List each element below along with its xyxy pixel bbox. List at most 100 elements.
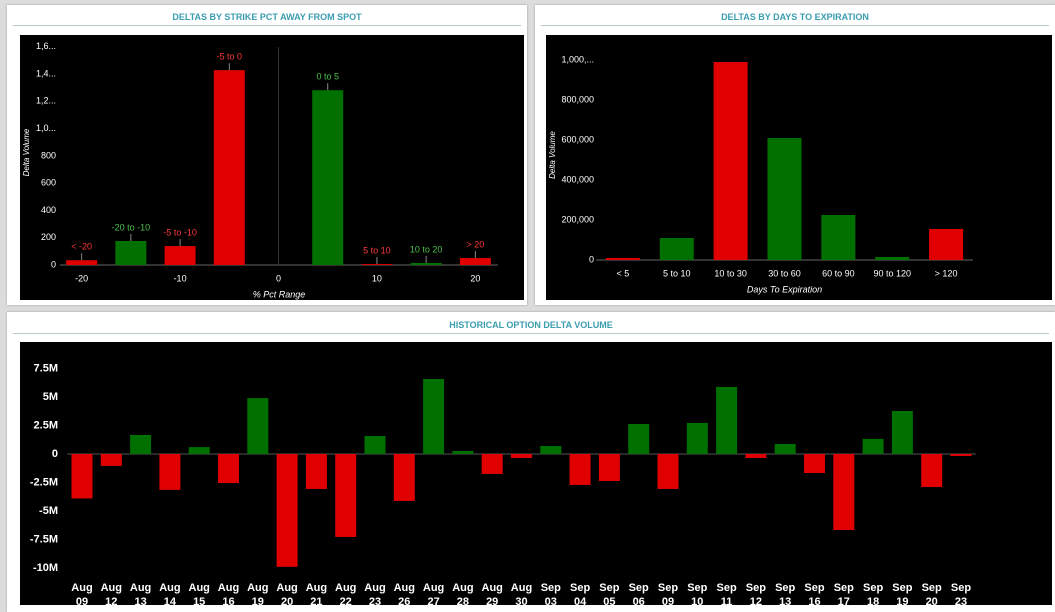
bar	[164, 246, 196, 265]
y-axis-label: Delta Volume	[22, 128, 31, 176]
bar	[862, 438, 884, 454]
bar	[410, 262, 442, 265]
y-tick-label: 1,6...	[36, 41, 56, 51]
bar	[921, 453, 943, 488]
y-tick-label: 200,000	[561, 214, 594, 224]
x-tick-label: Aug 20	[276, 582, 297, 605]
x-tick-label: Sep 05	[599, 582, 619, 605]
y-tick-label: -2.5M	[30, 476, 58, 488]
x-tick-label: Aug 30	[511, 582, 532, 605]
bar	[305, 453, 327, 489]
x-tick-label: 10 to 30	[714, 268, 747, 278]
x-tick-label: Sep 11	[717, 582, 737, 605]
y-tick-label: 1,4...	[36, 68, 56, 78]
y-tick-label: 400	[41, 205, 56, 215]
x-tick-label: Aug 22	[335, 582, 356, 605]
x-tick-label: Sep 16	[804, 582, 824, 605]
bar	[511, 453, 532, 458]
rule	[541, 25, 1049, 26]
chart: -10M -7.5M -5M -2.5M 0 2.5M 5M 7.5M Aug 09 Aug 12 Au…	[20, 342, 1052, 605]
chart-title: HISTORICAL OPTION DELTA VOLUME	[449, 320, 613, 330]
bar	[659, 238, 694, 260]
bar	[598, 453, 620, 481]
x-tick-label: 10	[372, 273, 382, 283]
x-tick-label: Sep 04	[570, 582, 590, 605]
x-tick-label: > 120	[935, 268, 958, 278]
y-tick-label: 0	[51, 259, 56, 269]
bar	[247, 398, 269, 454]
bar	[100, 453, 122, 466]
panel: DELTAS BY DAYS TO EXPIRATION 0 200,000 400…	[535, 5, 1055, 305]
x-tick-label: Aug 14	[159, 582, 180, 605]
bar	[745, 453, 767, 458]
bar	[276, 453, 298, 567]
bar-label: -20 to -10	[112, 222, 151, 232]
x-tick-label: Aug 29	[482, 582, 503, 605]
x-tick-label: Sep 10	[687, 582, 707, 605]
x-tick-label: 90 to 120	[873, 268, 911, 278]
x-axis-label: Days To Expiration	[747, 284, 822, 294]
bar	[716, 386, 738, 454]
y-tick-label: 1,0...	[36, 123, 56, 133]
x-tick-label: Sep 13	[775, 582, 795, 605]
bar	[115, 241, 147, 265]
y-axis-label: Delta Volume	[548, 131, 557, 179]
x-tick-label: Aug 23	[364, 582, 385, 605]
x-tick-label: Aug 28	[452, 582, 473, 605]
x-tick-label: < 5	[617, 268, 630, 278]
x-tick-label: Aug 19	[247, 582, 268, 605]
x-tick-label: Sep 17	[834, 582, 854, 605]
x-tick-label: Sep 03	[541, 582, 561, 605]
bar	[393, 453, 415, 501]
bar	[335, 453, 357, 537]
bar	[628, 423, 650, 454]
x-tick-label: Sep 23	[951, 582, 971, 605]
x-tick-label: -10	[174, 273, 187, 283]
y-tick-label: 1,000,...	[561, 54, 594, 64]
bar	[312, 90, 344, 265]
y-tick-label: -7.5M	[30, 533, 58, 545]
bar	[774, 443, 796, 454]
y-tick-label: 0	[589, 254, 594, 264]
bar-label: -5 to 0	[217, 52, 243, 62]
rule	[13, 25, 521, 26]
x-tick-label: -20	[75, 273, 88, 283]
x-tick-label: Aug 12	[101, 582, 122, 605]
x-tick-label: 30 to 60	[768, 268, 801, 278]
y-tick-label: -10M	[33, 562, 58, 574]
bar	[71, 453, 93, 499]
rule	[13, 333, 1049, 334]
bar	[188, 447, 210, 454]
x-tick-label: Sep 09	[658, 582, 678, 605]
y-tick-label: 200	[41, 232, 56, 242]
x-tick-label: Aug 13	[130, 582, 151, 605]
chart: 02004006008001,0...1,2...1,4...1,6...-20…	[20, 35, 524, 300]
bar	[159, 453, 181, 490]
x-axis-label: % Pct Range	[253, 289, 306, 299]
bar	[364, 435, 386, 454]
bar	[130, 434, 152, 454]
bar	[540, 445, 562, 454]
bar	[361, 264, 393, 265]
x-tick-label: 5 to 10	[663, 268, 691, 278]
bar	[875, 257, 910, 260]
bar	[481, 453, 503, 474]
x-tick-label: Aug 27	[423, 582, 444, 605]
x-tick-label: 60 to 90	[822, 268, 855, 278]
bar	[459, 258, 491, 265]
chart-title: DELTAS BY DAYS TO EXPIRATION	[721, 12, 869, 22]
bar	[605, 258, 640, 260]
bar	[833, 453, 855, 531]
bar-label: 5 to 10	[363, 245, 391, 255]
x-tick-label: 20	[470, 273, 480, 283]
bar-label: 0 to 5	[316, 72, 339, 82]
y-tick-label: -5M	[39, 505, 58, 517]
x-tick-label: 0	[276, 273, 281, 283]
chart: 0 200,000 400,000 600,000 800,000 1,000,... < …	[546, 35, 1052, 300]
y-tick-label: 7.5M	[34, 362, 58, 374]
bar	[657, 453, 679, 489]
bar-label: -5 to -10	[163, 227, 197, 237]
x-tick-label: Sep 12	[746, 582, 766, 605]
panel: DELTAS BY STRIKE PCT AWAY FROM SPOT 0 200…	[7, 5, 527, 305]
